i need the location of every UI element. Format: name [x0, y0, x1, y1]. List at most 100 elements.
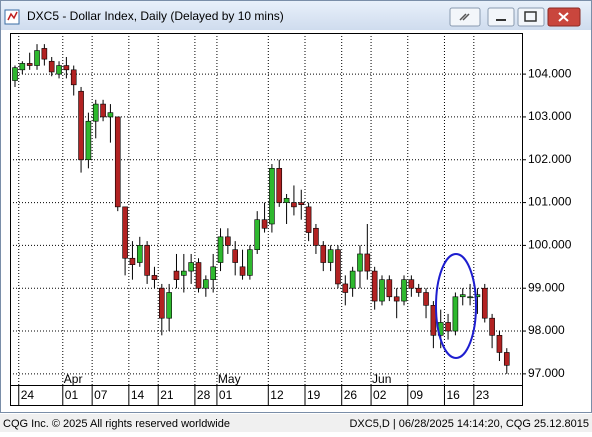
candle-body [188, 262, 194, 272]
highlight-ellipse [435, 253, 477, 359]
candle-body [261, 219, 268, 229]
candle-body [70, 69, 77, 86]
candle-body [291, 202, 297, 208]
x-tick-label: 09 [410, 388, 424, 402]
minimize-icon [496, 19, 506, 21]
candle-body [254, 219, 261, 250]
maximize-icon [524, 11, 537, 22]
candle-body [12, 67, 18, 81]
candle-body [247, 249, 253, 276]
candle-body [357, 253, 363, 272]
x-tick-label: 21 [160, 388, 174, 402]
grid [10, 33, 522, 385]
candle-body [85, 120, 92, 161]
candle-body [159, 287, 165, 319]
y-tick-label: 101.000 [528, 195, 572, 209]
candle-body [239, 266, 246, 276]
candle-body [100, 103, 106, 118]
app-icon-glyph [7, 11, 18, 21]
candle-body [445, 322, 451, 332]
candle-body [320, 245, 327, 263]
footer-left: CQG Inc. © 2025 All rights reserved worl… [3, 418, 230, 430]
candle-body [283, 197, 290, 203]
candle-body [78, 90, 84, 161]
candle-body [195, 262, 202, 289]
plot-area [10, 33, 523, 386]
candle-body [342, 283, 349, 293]
candle-body [269, 168, 275, 225]
x-tick-label: 14 [131, 388, 145, 402]
candle-body [225, 236, 231, 246]
month-label: Apr [64, 372, 83, 386]
candle-body [26, 63, 33, 66]
axis-labels: 97.000 98.000 99.000 100.000 101.000 102.000 1… [18, 66, 572, 405]
x-tick-label: 28 [197, 388, 211, 402]
candle-body [335, 249, 341, 285]
candle-body [181, 270, 187, 276]
y-tick-label: 99.000 [528, 280, 565, 294]
candle-body [496, 335, 503, 353]
x-tick-label: 07 [94, 388, 108, 402]
x-tick-label: 16 [446, 388, 460, 402]
candle-body [489, 317, 495, 336]
x-tick-label: 01 [219, 388, 233, 402]
footer-right: DXC5,D | 06/28/2025 14:14:20, CQG 25.12.… [349, 418, 589, 430]
candle-body [386, 279, 393, 298]
candle-body [459, 294, 466, 298]
candle-body [423, 292, 429, 306]
candle-body [151, 275, 158, 280]
x-tick-label: 24 [21, 388, 35, 402]
candle-body [107, 112, 114, 118]
status-bar [0, 414, 592, 432]
candle-body [313, 227, 319, 246]
month-label: Jun [372, 372, 391, 386]
month-label: May [218, 372, 241, 386]
x-tick-label: 26 [344, 388, 358, 402]
x-tick-label: 23 [476, 388, 490, 402]
candle-body [481, 287, 488, 319]
y-tick-label: 100.000 [528, 238, 572, 252]
candle-body [276, 168, 283, 203]
candle-body [19, 63, 26, 71]
candle-body [210, 266, 216, 280]
minimize-button[interactable] [487, 7, 515, 27]
window-title: DXC5 - Dollar Index, Daily (Delayed by 1… [27, 9, 284, 23]
x-tick-label: 19 [307, 388, 321, 402]
candle-body [503, 352, 510, 366]
candle-body [122, 206, 128, 259]
candle-body [298, 202, 305, 206]
candle-body [371, 270, 378, 302]
y-tick-label: 103.000 [528, 109, 572, 123]
link-icon [459, 13, 470, 21]
candle-body [129, 257, 136, 265]
candle-body [203, 279, 209, 289]
candle-body [41, 48, 48, 60]
y-tick-label: 102.000 [528, 152, 572, 166]
candle-body [217, 236, 224, 263]
candle-body [393, 296, 400, 302]
candle-body [173, 270, 180, 280]
candle-body [136, 245, 143, 263]
candle-body [415, 287, 422, 293]
candle-body [401, 279, 407, 302]
date-axis-strip [10, 385, 523, 406]
candle-body [34, 50, 40, 66]
candle-body [48, 60, 55, 73]
candle-body [56, 65, 62, 75]
x-tick-label: 01 [65, 388, 79, 402]
candle-body [92, 103, 99, 122]
candle-body [114, 116, 121, 208]
candle-body [166, 292, 172, 319]
close-icon [558, 12, 569, 22]
x-tick-label: 02 [373, 388, 387, 402]
candle-body [364, 253, 371, 272]
candle-body [63, 65, 70, 71]
y-tick-label: 97.000 [528, 366, 565, 380]
candle-body [452, 296, 459, 332]
candle-body [408, 279, 415, 289]
candle-body [379, 279, 385, 302]
candle-body [305, 206, 312, 233]
candles [12, 44, 510, 374]
maximize-button[interactable] [517, 7, 545, 27]
